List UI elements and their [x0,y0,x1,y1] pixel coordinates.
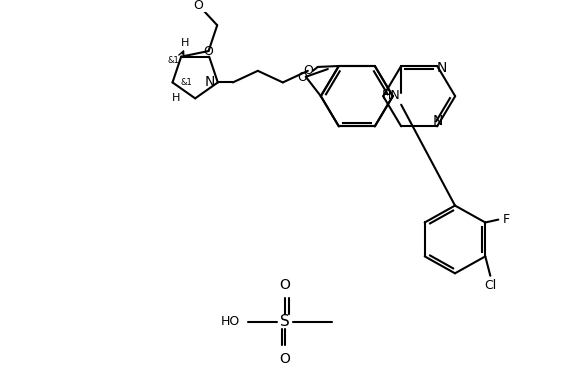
Text: HO: HO [220,315,240,328]
Text: O: O [297,71,307,84]
Text: Cl: Cl [484,279,497,292]
Text: O: O [303,64,313,77]
Text: HN: HN [382,89,401,102]
Text: &1: &1 [167,56,179,65]
Text: N: N [205,76,215,89]
Text: N: N [437,61,447,75]
Text: F: F [503,213,510,226]
Text: &1: &1 [181,78,192,87]
Text: H: H [172,93,181,103]
Text: O: O [280,352,290,365]
Text: N: N [433,114,444,128]
Text: S: S [280,314,290,329]
Text: H: H [181,38,189,48]
Text: O: O [194,0,203,12]
Text: O: O [203,45,214,58]
Text: O: O [280,278,290,292]
